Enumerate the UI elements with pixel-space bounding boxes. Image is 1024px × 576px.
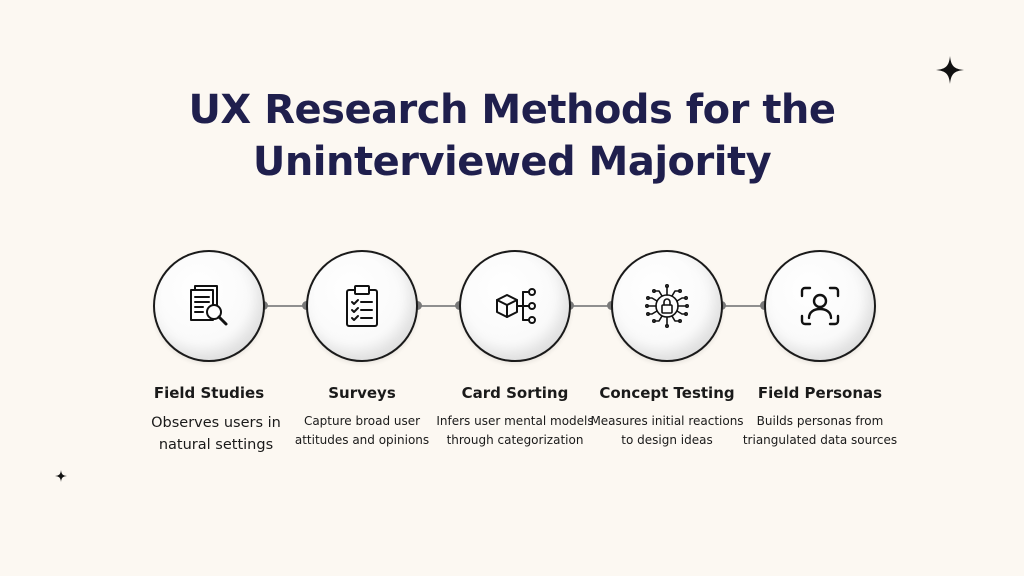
circuit-lock-icon: [644, 283, 689, 328]
clipboard-checklist-icon: [346, 285, 378, 327]
step-title-concept-testing: Concept Testing: [599, 384, 735, 402]
connector-1-2: [264, 305, 306, 307]
step-circle-concept-testing: [611, 250, 723, 362]
step-desc-field-studies: Observes users in natural settings: [151, 415, 281, 453]
connector-4-5: [722, 305, 764, 307]
step-circle-surveys: [306, 250, 418, 362]
box-branch-icon: [496, 288, 536, 324]
sparkle-small-icon: [55, 470, 67, 482]
step-desc-card-sorting: Infers user mental models through catego…: [436, 414, 594, 447]
step-title-card-sorting: Card Sorting: [461, 384, 569, 402]
step-desc-concept-testing: Measures initial reactions to design ide…: [590, 414, 744, 447]
document-search-icon: [190, 285, 228, 326]
connector-3-4: [570, 305, 612, 307]
step-title-field-personas: Field Personas: [757, 384, 883, 402]
title-line-1: UX Research Methods for the: [188, 87, 836, 133]
person-frame-icon: [800, 286, 840, 326]
step-title-surveys: Surveys: [328, 384, 396, 402]
step-circle-field-studies: [153, 250, 265, 362]
step-circle-card-sorting: [459, 250, 571, 362]
step-circle-field-personas: [764, 250, 876, 362]
step-desc-surveys: Capture broad user attitudes and opinion…: [294, 414, 430, 447]
sparkle-large-icon: [936, 56, 964, 84]
step-title-field-studies: Field Studies: [153, 384, 265, 402]
step-desc-field-personas: Builds personas from triangulated data s…: [742, 414, 898, 447]
page-title: UX Research Methods for the Uninterviewe…: [0, 84, 1024, 188]
connector-2-3: [418, 305, 460, 307]
title-line-2: Uninterviewed Majority: [252, 139, 772, 185]
